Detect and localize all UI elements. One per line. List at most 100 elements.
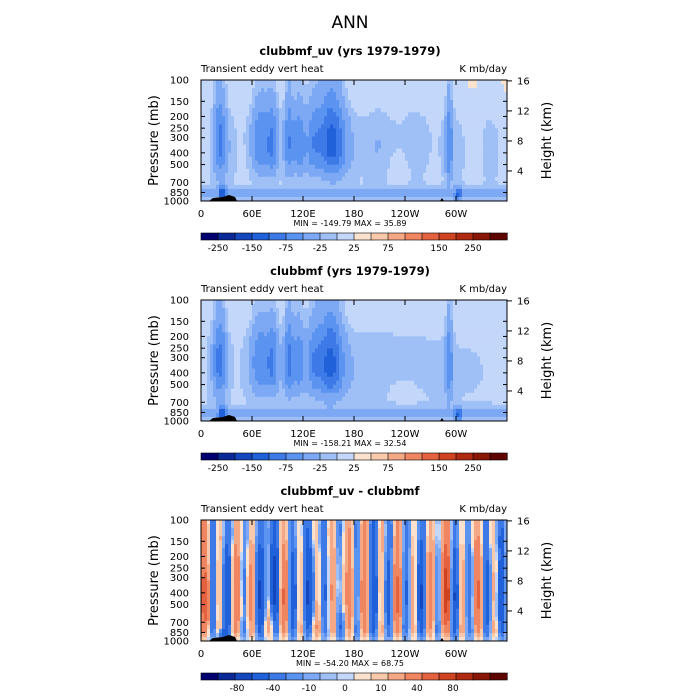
heatmap-cell: [279, 304, 283, 309]
heatmap-cell: [459, 356, 463, 361]
heatmap-cell: [213, 80, 217, 85]
heatmap-cell: [468, 300, 472, 305]
heatmap-cell: [357, 188, 361, 194]
colorbar-swatch: [387, 232, 406, 241]
heatmap-cell: [363, 136, 367, 141]
heatmap-cell: [315, 348, 319, 353]
heatmap-cell: [435, 368, 439, 373]
heatmap-cell: [462, 112, 466, 117]
heatmap-cell: [387, 100, 391, 105]
heatmap-cell: [489, 144, 493, 149]
heatmap-cell: [459, 108, 463, 113]
heatmap-cell: [261, 304, 265, 309]
heatmap-cell: [204, 116, 208, 121]
heatmap-cell: [306, 324, 310, 329]
heatmap-cell: [246, 80, 250, 85]
heatmap-cell: [417, 176, 421, 182]
heatmap-cell: [282, 304, 286, 309]
heatmap-cell: [384, 148, 388, 153]
heatmap-cell: [291, 364, 295, 369]
heatmap-cell: [333, 184, 337, 190]
heatmap-cell: [330, 324, 334, 329]
heatmap-cell: [393, 136, 397, 141]
heatmap-cell: [411, 136, 415, 141]
heatmap-cell: [417, 196, 421, 202]
heatmap-cell: [294, 340, 298, 345]
heatmap-cell: [231, 304, 235, 309]
heatmap-cell: [360, 320, 364, 325]
heatmap-cell: [204, 112, 208, 117]
heatmap-cell: [459, 144, 463, 149]
heatmap-cell: [252, 164, 256, 170]
heatmap-cell: [477, 128, 481, 133]
heatmap-cell: [384, 352, 388, 357]
heatmap-cell: [504, 356, 508, 361]
heatmap-cell: [504, 364, 508, 369]
heatmap-cell: [210, 304, 214, 309]
heatmap-cell: [450, 156, 454, 162]
heatmap-cell: [477, 352, 481, 357]
heatmap-cell: [492, 96, 496, 101]
heatmap-cell: [201, 80, 205, 85]
heatmap-cell: [486, 160, 490, 166]
heatmap-cell: [420, 92, 424, 97]
heatmap-cell: [348, 164, 352, 170]
heatmap-cell: [294, 148, 298, 153]
heatmap-cell: [219, 160, 223, 166]
heatmap-cell: [498, 348, 502, 353]
heatmap-cell: [276, 184, 280, 190]
heatmap-cell: [237, 140, 241, 145]
heatmap-cell: [441, 320, 445, 325]
heatmap-cell: [267, 124, 271, 129]
heatmap-cell: [249, 100, 253, 105]
heatmap-cell: [252, 300, 256, 305]
heatmap-cell: [213, 152, 217, 158]
heatmap-cell: [279, 176, 283, 182]
heatmap-cell: [288, 152, 292, 158]
heatmap-cell: [375, 304, 379, 309]
heatmap-cell: [228, 116, 232, 121]
heatmap-cell: [501, 176, 505, 182]
heatmap-cell: [231, 168, 235, 174]
heatmap-cell: [249, 188, 253, 194]
heatmap-cell: [210, 176, 214, 182]
heatmap-cell: [429, 360, 433, 365]
heatmap-cell: [483, 324, 487, 329]
heatmap-cell: [450, 92, 454, 97]
heatmap-cell: [261, 140, 265, 145]
heatmap-cell: [360, 352, 364, 357]
heatmap-cell: [318, 360, 322, 365]
heatmap-cell: [492, 328, 496, 333]
heatmap-cell: [234, 100, 238, 105]
heatmap-cell: [387, 120, 391, 125]
heatmap-cell: [453, 156, 457, 162]
heatmap-cell: [339, 164, 343, 170]
heatmap-cell: [228, 344, 232, 349]
heatmap-cell: [351, 196, 355, 202]
heatmap-cell: [285, 104, 289, 109]
heatmap-cell: [351, 112, 355, 117]
heatmap-cell: [207, 164, 211, 170]
heatmap-cell: [249, 192, 253, 198]
heatmap-cell: [261, 180, 265, 186]
heatmap-cell: [471, 336, 475, 341]
heatmap-cell: [222, 352, 226, 357]
heatmap-cell: [417, 180, 421, 186]
heatmap-cell: [288, 308, 292, 313]
heatmap-cell: [345, 304, 349, 309]
heatmap-cell: [291, 136, 295, 141]
heatmap-cell: [303, 348, 307, 353]
heatmap-cell: [261, 156, 265, 162]
heatmap-cell: [258, 316, 262, 321]
heatmap-cell: [345, 168, 349, 174]
heatmap-cell: [204, 144, 208, 149]
heatmap-cell: [282, 336, 286, 341]
heatmap-cell: [231, 84, 235, 89]
heatmap-cell: [270, 336, 274, 341]
heatmap-cell: [378, 148, 382, 153]
heatmap-cell: [447, 300, 451, 305]
heatmap-cell: [294, 188, 298, 194]
heatmap-cell: [318, 136, 322, 141]
heatmap-cell: [372, 368, 376, 373]
heatmap-cell: [423, 120, 427, 125]
